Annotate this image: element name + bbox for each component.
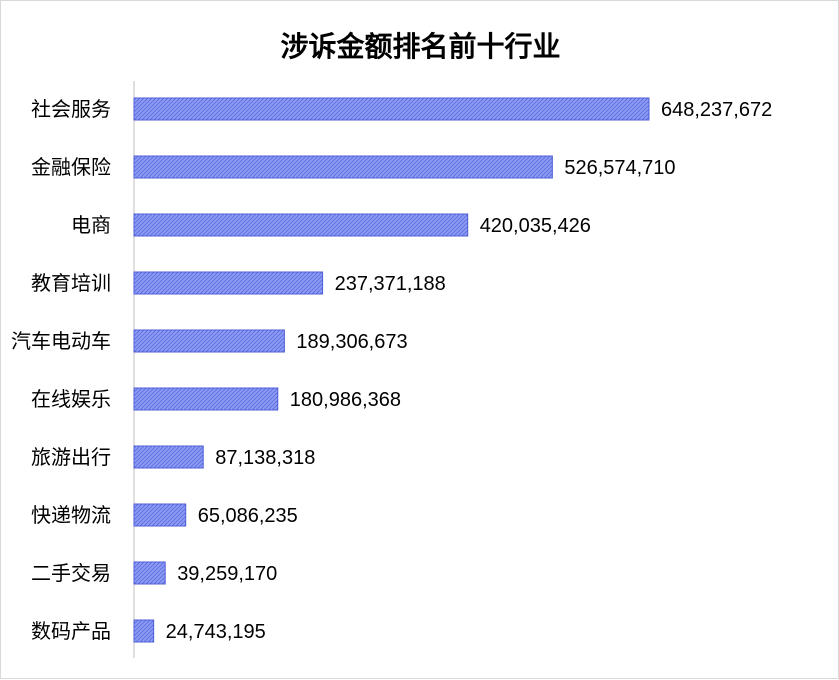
- data-label: 180,986,368: [290, 389, 401, 411]
- bar: [133, 561, 166, 585]
- category-tick-label: 数码产品: [31, 620, 111, 643]
- bar: [133, 213, 469, 237]
- data-label: 526,574,710: [564, 157, 675, 179]
- data-label: 237,371,188: [335, 273, 446, 295]
- category-tick-label: 二手交易: [31, 562, 111, 585]
- bar: [133, 387, 279, 411]
- bar: [133, 445, 204, 469]
- category-tick-label: 汽车电动车: [11, 330, 111, 353]
- chart-title: 涉诉金额排名前十行业: [280, 30, 561, 63]
- category-tick-label: 在线娱乐: [31, 388, 111, 411]
- data-label: 39,259,170: [177, 563, 277, 585]
- bar: [133, 155, 553, 179]
- category-tick-label: 快递物流: [31, 504, 111, 527]
- data-label: 420,035,426: [480, 215, 591, 237]
- data-label: 87,138,318: [215, 447, 315, 469]
- bar: [133, 329, 285, 353]
- data-label: 648,237,672: [661, 99, 772, 121]
- category-tick-label: 教育培训: [31, 272, 111, 295]
- data-label: 65,086,235: [198, 505, 298, 527]
- bar: [133, 619, 155, 643]
- bar: [133, 271, 324, 295]
- category-tick-label: 旅游出行: [31, 446, 111, 469]
- category-tick-label: 金融保险: [31, 156, 111, 179]
- category-tick-label: 电商: [71, 214, 111, 237]
- category-tick-label: 社会服务: [31, 98, 111, 121]
- bar: [133, 97, 650, 121]
- bar: [133, 503, 187, 527]
- data-label: 189,306,673: [296, 331, 407, 353]
- data-label: 24,743,195: [166, 621, 266, 643]
